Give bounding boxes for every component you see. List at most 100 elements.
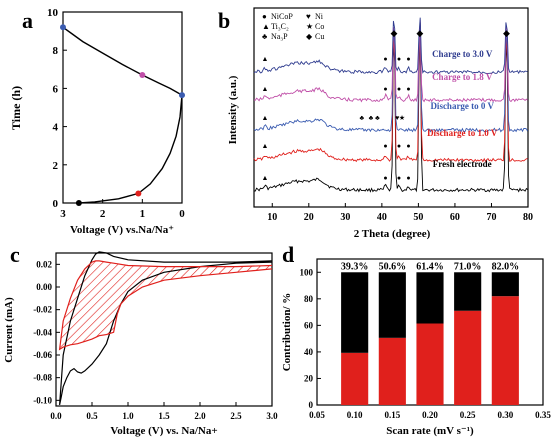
panel-c-ytick-label: -0.06 [33,350,52,360]
panel-b-phase-mark: ● [383,85,387,93]
panel-a-ytick-label: 2 [53,160,59,172]
panel-d-bar-capacitive [491,296,519,405]
panel-b-phase-mark: ● [383,174,387,182]
panel-c-chart: 0.0 0.5 1.0 1.5 2.0 2.5 3.0 0.02 0.00 -0.02 -0.04 -… [3,251,278,437]
panel-d-xtick-label: 0.20 [422,410,438,420]
panel-label-c: c [10,242,20,267]
panel-a-ytick-label: 6 [53,83,59,95]
panel-b-pattern-label: Charge to 1.8 V [432,72,493,82]
panel-b-phase-mark: ▲ [261,142,268,150]
panel-b-peak-symbol: ◆ [390,28,397,38]
panel-d-bar-diffusion [341,272,369,353]
panel-b-pattern-line [253,17,528,75]
panel-d-ylabel: Contribution/ % [281,293,293,372]
panel-b-pattern-label: Discharge to 0 V [430,101,494,111]
panel-b-phase-mark: ● [406,174,410,182]
panel-b-phase-mark: ● [406,85,410,93]
panel-b-xtick-label: 20 [304,212,314,223]
panel-c-xtick-label: 1.0 [122,411,134,421]
panel-c-cv-curve [58,260,273,351]
panel-a-ytick-label: 8 [53,45,59,57]
panel-b-xtick-label: 30 [340,212,350,223]
panel-b-peak-symbol: ◆ [416,28,423,38]
panel-c-xtick-label: 0.5 [86,411,98,421]
panel-b-phase-mark: ● [383,142,387,150]
panel-b-legend-label: Ti₃C₂ [271,22,289,31]
panel-b-pattern-line [253,22,528,133]
panel-d-xtick-label: 0.15 [384,410,400,420]
panel-b-chart: 10 20 30 40 50 60 70 80 ◆ ◆ ◆ ▲▲▲▲▲●●●●●●●●●●●●♣ ♣… [227,7,533,240]
panel-a-xtick-label: 0 [179,208,185,220]
panel-b-phase-mark: ● [406,55,410,63]
panel-b-xtick-label: 70 [486,212,496,223]
panel-b-phase-mark: ● [397,174,401,182]
panel-b-pattern-line [253,22,528,163]
panel-b-legend-label: Na₃P [271,32,288,41]
panel-b-legend-symbol: ★ [306,22,313,31]
panel-b-xtick-label: 80 [523,212,533,223]
panel-b-legend-symbol: ▲ [262,22,270,31]
panel-c-ytick-label: -0.02 [33,305,52,315]
panel-d-ytick-label: 80 [304,294,314,304]
panel-a-frame [62,11,183,204]
panel-d-bar-diffusion [378,272,406,338]
panel-b-xlabel: 2 Theta (degree) [354,228,431,240]
panel-b-pattern-label: Charge to 3.0 V [432,49,493,59]
panel-a-ytick-label: 4 [53,122,59,134]
panel-d-ytick-label: 20 [304,373,314,383]
panel-d-xlabel: Scan rate (mV s⁻¹) [386,425,474,437]
panel-c-cv-curve [59,251,273,406]
panel-b-frame [253,7,529,208]
panel-a-xtick-label: 2 [100,208,106,220]
panel-d-xtick-label: 0.10 [347,410,363,420]
panel-c-ytick-label: 0.02 [36,259,52,269]
panel-d-chart: 0.05 0.10 0.15 0.20 0.25 0.30 0.35 0 20 40 60 80 100… [281,258,551,437]
panel-label-a: a [22,8,33,33]
panel-d-xtick-label: 0.05 [309,410,325,420]
panel-b-xtick-label: 10 [267,212,277,223]
panel-d-bar-capacitive [341,352,369,405]
panel-d-bar-diffusion [416,272,444,324]
panel-b-phase-mark: ♣ [359,114,364,122]
panel-c-xtick-label: 2.0 [194,411,206,421]
panel-b-phase-mark: ▲ [261,114,268,122]
panel-c-xtick-label: 0.0 [50,411,62,421]
panel-b-pattern-line [253,20,528,103]
panel-c-ytick-label: -0.10 [33,395,52,405]
panel-b-phase-mark: ♣ [375,114,380,122]
panel-d-data-label: 50.6% [379,261,407,272]
panel-a-xlabel: Voltage (V) vs.Na/Na⁺ [70,224,174,236]
panel-d-data-label: 82.0% [492,261,520,272]
panel-c-ytick-label: -0.04 [33,327,52,337]
panel-d-xtick-label: 0.25 [460,410,476,420]
panel-d-xtick-label: 0.30 [497,410,513,420]
panel-a-marker [60,24,66,31]
panel-b-phase-mark: ★ [399,114,405,122]
panel-d-bar-capacitive [378,337,406,405]
panel-b-legend-symbol: ♣ [262,32,268,41]
panel-b-legend-symbol: ♥ [306,12,311,21]
panel-b-phase-mark: ▲ [261,174,268,182]
panel-b-phase-mark: ● [397,85,401,93]
panel-a-marker [179,92,185,99]
panel-label-d: d [282,242,294,267]
panel-d-ytick-label: 40 [304,347,314,357]
panel-b-xtick-label: 40 [377,212,387,223]
panel-d-ytick-label: 60 [304,320,314,330]
panel-b-peak-symbol: ◆ [503,28,510,38]
panel-d-data-label: 39.3% [341,261,369,272]
panel-a-marker [139,72,146,79]
panel-label-b: b [218,8,230,33]
panel-b-legend-symbol: ◆ [306,32,313,41]
panel-c-ylabel: Current (mA) [3,297,15,363]
panel-a-xtick-label: 3 [60,208,66,220]
panel-d-bar-diffusion [454,272,482,311]
panel-a-marker [135,190,142,197]
panel-b-xtick-label: 50 [413,212,423,223]
panel-d-data-label: 61.4% [416,261,444,272]
panel-d-ytick-label: 0 [309,400,314,410]
panel-a-series-line [78,95,183,204]
panel-b-legend-label: Co [315,22,324,31]
panel-b-phase-mark: ● [397,55,401,63]
